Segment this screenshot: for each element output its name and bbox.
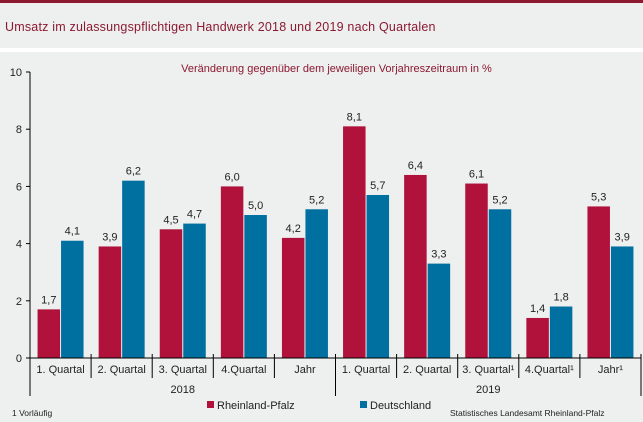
bar-deutschland-10 <box>610 246 634 358</box>
x-category-label: 2. Quartal <box>403 364 451 376</box>
bar-deutschland-4 <box>244 215 267 358</box>
x-group-label: 2019 <box>476 384 500 396</box>
data-label: 5,0 <box>248 200 263 212</box>
bar-rheinland-pfalz-5 <box>281 237 305 358</box>
data-label: 6,4 <box>408 160 423 172</box>
bar-deutschland-5 <box>305 209 328 358</box>
legend-item-rheinland-pfalz: Rheinland-Pfalz <box>207 400 295 412</box>
bar-deutschland-3 <box>183 223 206 358</box>
bar-rheinland-pfalz-9 <box>526 317 549 358</box>
bar-rheinland-pfalz-4 <box>220 186 244 358</box>
legend-swatch-deutschland <box>360 401 367 408</box>
bars <box>37 126 634 358</box>
bar-deutschland-2 <box>122 180 145 358</box>
title-top-border <box>0 0 643 3</box>
bar-rheinland-pfalz-8 <box>465 183 488 358</box>
y-tick-label: 8 <box>16 124 22 136</box>
data-label: 1,7 <box>41 294 56 306</box>
data-label: 4,7 <box>187 209 202 221</box>
x-axis: 1. Quartal 2. Quartal 3. Quartal 4.Quartal J… <box>26 354 642 396</box>
data-label: 1,8 <box>553 292 568 304</box>
data-label: 5,3 <box>591 191 606 203</box>
chart-subtitle: Veränderung gegenüber dem jeweiligen Vor… <box>181 63 492 75</box>
x-category-label: 3. Quartal¹ <box>462 364 514 376</box>
bar-rheinland-pfalz-10 <box>587 206 610 358</box>
data-label: 1,4 <box>530 303 545 315</box>
data-label: 5,2 <box>309 194 324 206</box>
bar-deutschland-1 <box>61 240 84 358</box>
data-label: 6,0 <box>224 171 239 183</box>
x-category-label: 2. Quartal <box>97 364 145 376</box>
title-strip <box>0 3 643 48</box>
bar-rheinland-pfalz-1 <box>37 309 61 358</box>
y-axis: 0 2 4 6 8 10 <box>10 67 31 365</box>
footnote: 1 Vorläufig <box>12 408 53 418</box>
bar-deutschland-9 <box>549 306 573 358</box>
bar-rheinland-pfalz-6 <box>343 126 366 358</box>
y-tick-label: 6 <box>16 181 22 193</box>
data-label: 8,1 <box>347 111 362 123</box>
data-label: 4,1 <box>65 226 80 238</box>
header-separator <box>0 48 643 52</box>
x-category-label: Jahr <box>294 364 316 376</box>
data-label: 6,1 <box>469 169 484 181</box>
data-label: 3,9 <box>102 231 117 243</box>
bar-deutschland-6 <box>366 194 390 358</box>
bar-rheinland-pfalz-3 <box>159 229 183 358</box>
legend-swatch-rheinland-pfalz <box>207 401 214 408</box>
value-labels: 1,7 3,9 4,5 6,0 4,2 8,1 6,4 6,1 1,4 5,3 4,1 6,2 4,7 5… <box>41 111 630 315</box>
x-group-label: 2018 <box>171 384 195 396</box>
x-category-label: 1. Quartal <box>36 364 84 376</box>
legend-label: Deutschland <box>370 400 432 412</box>
bar-rheinland-pfalz-7 <box>404 174 427 358</box>
data-label: 4,5 <box>163 214 178 226</box>
x-category-label: 4.Quartal <box>221 364 266 376</box>
data-label: 5,7 <box>370 180 385 192</box>
legend-label: Rheinland-Pfalz <box>217 400 295 412</box>
y-tick-label: 4 <box>16 239 22 251</box>
legend-item-deutschland: Deutschland <box>360 400 431 412</box>
bar-deutschland-7 <box>427 263 451 358</box>
data-label: 6,2 <box>126 166 141 178</box>
x-category-label: 4.Quartal¹ <box>525 364 574 376</box>
data-label: 3,9 <box>615 231 630 243</box>
y-tick-label: 10 <box>10 67 22 79</box>
chart-title: Umsatz im zulassungspflichtigen Handwerk… <box>5 20 436 34</box>
y-tick-label: 0 <box>16 353 22 365</box>
x-category-label: Jahr¹ <box>598 364 623 376</box>
bar-rheinland-pfalz-2 <box>98 246 122 358</box>
data-label: 5,2 <box>492 194 507 206</box>
y-tick-label: 2 <box>16 296 22 308</box>
x-category-label: 1. Quartal <box>342 364 390 376</box>
bar-deutschland-8 <box>488 209 512 358</box>
source-note: Statistisches Landesamt Rheinland-Pfalz <box>450 408 605 418</box>
x-category-label: 3. Quartal <box>159 364 207 376</box>
data-label: 4,2 <box>286 223 301 235</box>
data-label: 3,3 <box>431 249 446 261</box>
